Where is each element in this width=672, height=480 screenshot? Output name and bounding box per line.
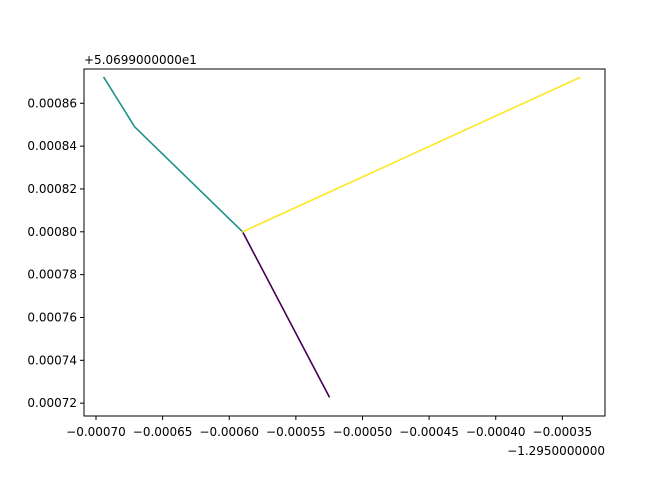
series-line-1 — [241, 230, 331, 398]
y-tick-label: 0.00072 — [27, 396, 77, 410]
y-tick-label: 0.00076 — [27, 310, 77, 324]
x-axis-ticks: −0.00070 −0.00065 −0.00060 −0.00055 −0.00050… — [66, 416, 592, 439]
x-tick-label: −0.00040 — [466, 425, 526, 439]
x-tick-label: −0.00065 — [133, 425, 193, 439]
series-line-3 — [241, 76, 581, 233]
y-tick-label: 0.00078 — [27, 268, 77, 282]
y-tick-label: 0.00084 — [27, 139, 77, 153]
y-axis-ticks: 0.00072 0.00074 0.00076 0.00078 0.00080 0.000… — [27, 96, 84, 410]
x-tick-label: −0.00055 — [266, 425, 326, 439]
y-tick-label: 0.00086 — [27, 96, 77, 110]
axes-frame — [83, 68, 606, 417]
x-tick-label: −0.00045 — [399, 425, 459, 439]
x-tick-label: −0.00070 — [66, 425, 126, 439]
y-tick-label: 0.00080 — [27, 225, 77, 239]
series-layer — [102, 76, 581, 398]
x-offset-label: −1.2950000000 — [507, 444, 605, 458]
x-tick-label: −0.00060 — [199, 425, 259, 439]
series-line-2 — [102, 76, 244, 233]
x-tick-label: −0.00050 — [333, 425, 393, 439]
y-offset-label: +5.0699000000e1 — [84, 53, 197, 67]
y-tick-label: 0.00074 — [27, 353, 77, 367]
x-tick-label: −0.00035 — [533, 425, 593, 439]
y-tick-label: 0.00082 — [27, 182, 77, 196]
